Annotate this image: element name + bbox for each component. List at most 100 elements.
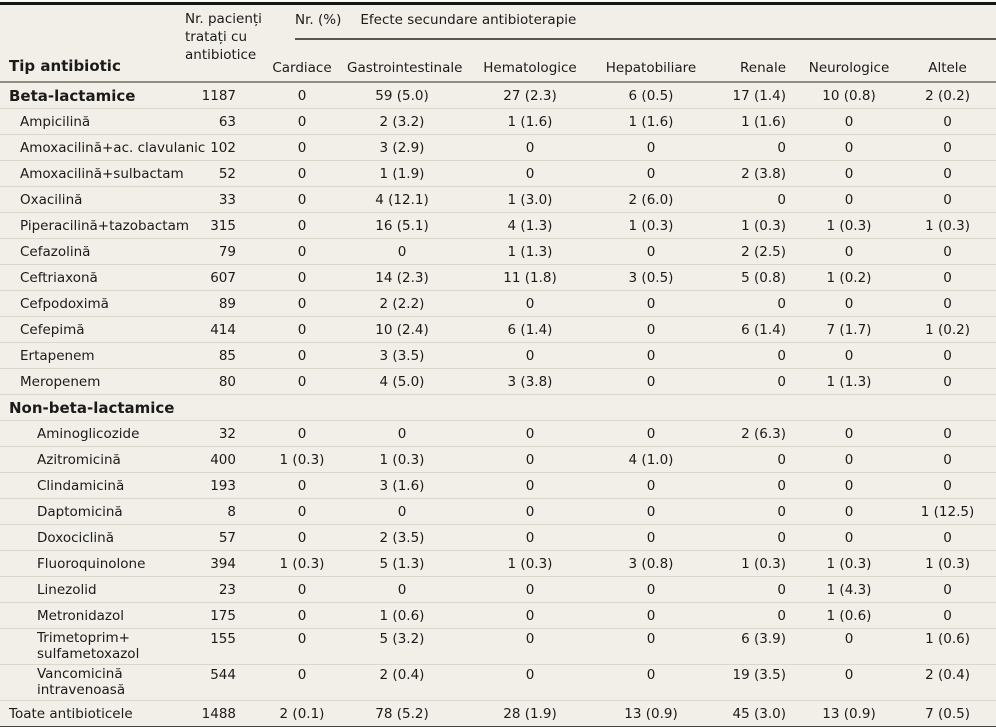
effect-value-neurologice: 0 bbox=[799, 498, 899, 525]
effect-value-gastrointestinale bbox=[347, 394, 457, 421]
section-row: Beta-lactamice 1187 0 59 (5.0) 27 (2.3) 6 (0.… bbox=[0, 82, 996, 109]
antibiotic-name: Meropenem bbox=[0, 368, 185, 395]
antibiotic-name-line2: sulfametoxazol bbox=[37, 645, 140, 662]
patients-count: 23 bbox=[185, 576, 257, 603]
effect-value-renale: 2 (3.8) bbox=[699, 160, 799, 187]
table-body: Beta-lactamice 1187 0 59 (5.0) 27 (2.3) 6 (0.… bbox=[0, 82, 996, 727]
table-row: Aminoglicozide 32 0 0 0 0 2 (6.3) 0 0 bbox=[0, 420, 996, 447]
patients-count: 607 bbox=[185, 264, 257, 291]
effect-value-gastrointestinale: 1 (0.6) bbox=[347, 602, 457, 629]
effect-value-altele: 0 bbox=[899, 446, 996, 473]
effect-value-gastrointestinale: 3 (3.5) bbox=[347, 342, 457, 369]
table-row: Metronidazol 175 0 1 (0.6) 0 0 0 1 (0.6) 0 bbox=[0, 602, 996, 629]
table-row: Trimetoprim+ sulfametoxazol 155 0 5 (3.2) 0 0 6… bbox=[0, 628, 996, 665]
table-row: Doxociclină 57 0 2 (3.5) 0 0 0 0 0 bbox=[0, 524, 996, 551]
effect-value-altele: 1 (0.3) bbox=[899, 212, 996, 239]
patients-count: 1488 bbox=[185, 700, 257, 727]
patients-count: 89 bbox=[185, 290, 257, 317]
column-header-hepatobiliare: Hepatobiliare bbox=[603, 40, 699, 83]
effect-value-neurologice bbox=[799, 394, 899, 421]
antibiotic-name: Amoxacilină+ac. clavulanic bbox=[0, 134, 205, 161]
effect-value-hepatobiliare: 13 (0.9) bbox=[603, 700, 699, 727]
patients-count: 57 bbox=[185, 524, 257, 551]
effect-value-cardiace: 0 bbox=[257, 134, 347, 161]
effect-value-renale: 0 bbox=[699, 446, 799, 473]
table-row: Ampicilină 63 0 2 (3.2) 1 (1.6) 1 (1.6) 1 (1.6… bbox=[0, 108, 996, 135]
effect-value-hematologice: 27 (2.3) bbox=[503, 87, 557, 104]
antibiotic-name: Fluoroquinolone bbox=[0, 550, 185, 577]
effect-value-hematologice bbox=[457, 394, 603, 421]
effect-value-hepatobiliare bbox=[603, 394, 699, 421]
effect-value-hepatobiliare: 0 bbox=[603, 576, 699, 603]
effect-value-gastrointestinale: 2 (3.2) bbox=[347, 108, 457, 135]
effect-value-cardiace: 0 bbox=[257, 316, 347, 343]
effect-value-hematologice: 0 bbox=[457, 602, 603, 629]
effect-value-cardiace: 0 bbox=[297, 87, 307, 104]
table-row: Vancomicină intravenoasă 544 0 2 (0.4) 0 0 19 (… bbox=[0, 664, 996, 701]
effect-value-renale: 6 (3.9) bbox=[699, 628, 799, 665]
effect-value-gastrointestinale: 5 (1.3) bbox=[347, 550, 457, 577]
column-header-hematologice: Hematologice bbox=[457, 40, 603, 83]
effect-value-renale: 17 (1.4) bbox=[732, 87, 786, 104]
header-row-columns: Cardiace Gastrointestinale Hematologice Hep… bbox=[0, 40, 996, 83]
table-row: Cefepimă 414 0 10 (2.4) 6 (1.4) 0 6 (1.4) 7 (1.… bbox=[0, 316, 996, 343]
effect-value-altele: 0 bbox=[899, 290, 996, 317]
effect-value-altele: 0 bbox=[899, 186, 996, 213]
antibiotic-name: Doxociclină bbox=[0, 524, 185, 551]
antibiotic-name: Ampicilină bbox=[0, 108, 185, 135]
effect-value-cardiace: 0 bbox=[257, 498, 347, 525]
group-header-title: Efecte secundare antibioterapie bbox=[360, 12, 577, 28]
patients-count: 394 bbox=[185, 550, 257, 577]
effect-value-cardiace: 0 bbox=[257, 472, 347, 499]
effect-value-gastrointestinale: 0 bbox=[347, 498, 457, 525]
effect-value-gastrointestinale: 10 (2.4) bbox=[347, 316, 457, 343]
table-row: Meropenem 80 0 4 (5.0) 3 (3.8) 0 0 1 (1.3) 0 bbox=[0, 368, 996, 395]
effect-value-altele: 0 bbox=[899, 524, 996, 551]
patients-count: 32 bbox=[185, 420, 257, 447]
effect-value-gastrointestinale: 4 (5.0) bbox=[347, 368, 457, 395]
effect-value-renale: 0 bbox=[699, 602, 799, 629]
effect-value-gastrointestinale: 78 (5.2) bbox=[347, 700, 457, 727]
effect-value-hepatobiliare: 0 bbox=[603, 472, 699, 499]
effect-value-altele: 0 bbox=[899, 160, 996, 187]
effect-value-renale: 45 (3.0) bbox=[699, 700, 799, 727]
header-row-top: Tip antibiotic Nr. pacienți tratați cu a… bbox=[0, 3, 996, 83]
table-row: Daptomicină 8 0 0 0 0 0 0 1 (12.5) bbox=[0, 498, 996, 525]
patients-count: 80 bbox=[185, 368, 257, 395]
effect-value-cardiace: 0 bbox=[257, 368, 347, 395]
antibiotic-name: Piperacilină+tazobactam bbox=[0, 212, 189, 239]
effect-value-hepatobiliare: 0 bbox=[603, 498, 699, 525]
effect-value-cardiace: 0 bbox=[257, 238, 347, 265]
column-header-renale: Renale bbox=[699, 40, 799, 83]
effect-value-gastrointestinale: 0 bbox=[347, 420, 457, 447]
effect-value-hepatobiliare: 6 (0.5) bbox=[628, 87, 674, 104]
effect-value-neurologice: 0 bbox=[799, 446, 899, 473]
effect-value-cardiace: 0 bbox=[257, 186, 347, 213]
patients-count bbox=[185, 394, 257, 421]
effect-value-hepatobiliare: 0 bbox=[603, 420, 699, 447]
effect-value-neurologice: 1 (0.3) bbox=[799, 550, 899, 577]
antibiotic-name: Cefpodoximă bbox=[0, 290, 185, 317]
effect-value-hematologice: 0 bbox=[457, 446, 603, 473]
effect-value-gastrointestinale: 2 (2.2) bbox=[347, 290, 457, 317]
effect-value-neurologice: 0 bbox=[799, 664, 899, 701]
antibiotic-name: Vancomicină intravenoasă bbox=[0, 664, 185, 701]
effect-value-gastrointestinale: 16 (5.1) bbox=[347, 212, 457, 239]
effect-value-renale: 1 (0.3) bbox=[699, 550, 799, 577]
effect-value-neurologice: 0 bbox=[799, 160, 899, 187]
effect-value-neurologice: 0 bbox=[799, 238, 899, 265]
antibiotic-name: Toate antibioticele bbox=[0, 700, 185, 727]
effect-value-altele: 0 bbox=[899, 342, 996, 369]
effect-value-hepatobiliare: 0 bbox=[603, 524, 699, 551]
effect-value-gastrointestinale: 1 (0.3) bbox=[347, 446, 457, 473]
effect-value-hematologice: 1 (1.6) bbox=[457, 108, 603, 135]
table-row: Oxacilină 33 0 4 (12.1) 1 (3.0) 2 (6.0) 0 0 0 bbox=[0, 186, 996, 213]
column-header-altele: Altele bbox=[899, 40, 996, 83]
effect-value-hematologice: 28 (1.9) bbox=[457, 700, 603, 727]
section-row: Non-beta-lactamice bbox=[0, 394, 996, 421]
effect-value-neurologice: 0 bbox=[799, 472, 899, 499]
effect-value-gastrointestinale: 14 (2.3) bbox=[347, 264, 457, 291]
effect-value-gastrointestinale: 2 (0.4) bbox=[347, 664, 457, 701]
effect-value-altele: 0 bbox=[899, 134, 996, 161]
effect-value-gastrointestinale: 59 (5.0) bbox=[375, 87, 429, 104]
